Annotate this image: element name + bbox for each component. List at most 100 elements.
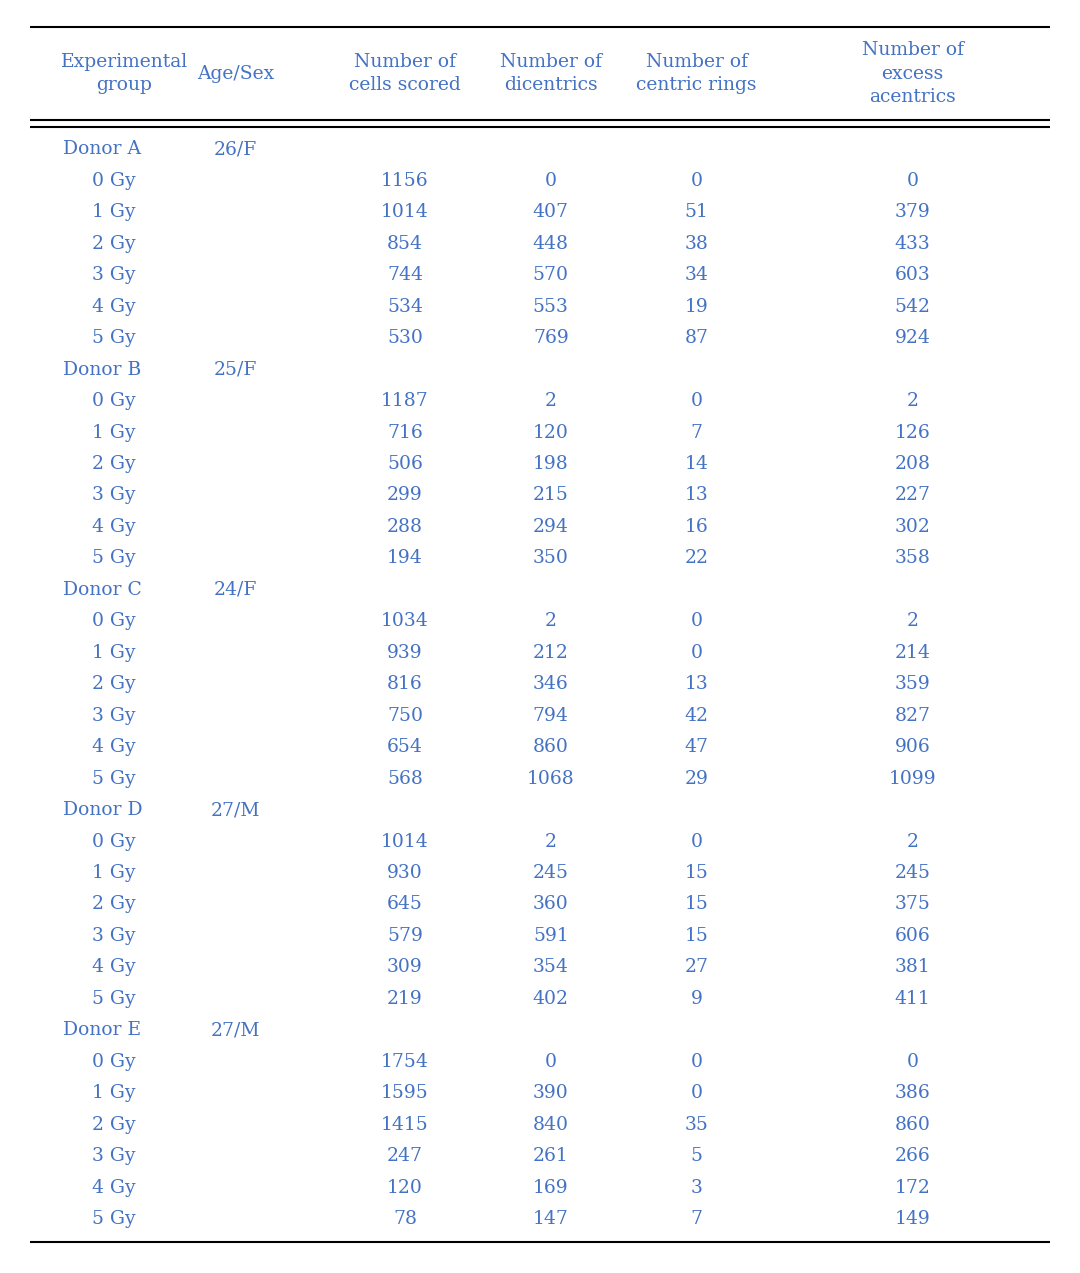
Text: Donor A: Donor A (63, 140, 140, 158)
Text: 247: 247 (387, 1147, 423, 1165)
Text: 1595: 1595 (381, 1085, 429, 1102)
Text: 227: 227 (894, 486, 931, 504)
Text: 3 Gy: 3 Gy (92, 1147, 135, 1165)
Text: 2 Gy: 2 Gy (92, 1115, 135, 1134)
Text: 827: 827 (894, 707, 931, 724)
Text: Number of
excess
acentrics: Number of excess acentrics (862, 41, 963, 106)
Text: 579: 579 (387, 927, 423, 945)
Text: 350: 350 (532, 550, 569, 568)
Text: 530: 530 (387, 330, 423, 348)
Text: 3 Gy: 3 Gy (92, 486, 135, 504)
Text: 1099: 1099 (889, 770, 936, 788)
Text: 5 Gy: 5 Gy (92, 770, 135, 788)
Text: 0: 0 (690, 1053, 703, 1071)
Text: 212: 212 (532, 644, 569, 662)
Text: 1 Gy: 1 Gy (92, 864, 135, 882)
Text: 1415: 1415 (381, 1115, 429, 1134)
Text: 78: 78 (393, 1211, 417, 1228)
Text: 26/F: 26/F (214, 140, 257, 158)
Text: 603: 603 (894, 266, 931, 284)
Text: 2: 2 (544, 392, 557, 410)
Text: 198: 198 (532, 454, 569, 474)
Text: 407: 407 (532, 204, 569, 222)
Text: 5 Gy: 5 Gy (92, 1211, 135, 1228)
Text: 390: 390 (532, 1085, 569, 1102)
Text: 379: 379 (894, 204, 931, 222)
Text: 0 Gy: 0 Gy (92, 1053, 135, 1071)
Text: 169: 169 (534, 1179, 568, 1197)
Text: 433: 433 (894, 234, 931, 253)
Text: 1034: 1034 (381, 612, 429, 630)
Text: Donor C: Donor C (63, 580, 141, 598)
Text: 194: 194 (387, 550, 423, 568)
Text: 147: 147 (532, 1211, 569, 1228)
Text: 375: 375 (894, 895, 931, 914)
Text: 16: 16 (685, 518, 708, 536)
Text: 816: 816 (387, 675, 423, 694)
Text: Age/Sex: Age/Sex (197, 65, 274, 83)
Text: 27/M: 27/M (211, 1021, 260, 1039)
Text: 860: 860 (532, 738, 569, 756)
Text: 245: 245 (894, 864, 931, 882)
Text: 3: 3 (691, 1179, 702, 1197)
Text: 5 Gy: 5 Gy (92, 330, 135, 348)
Text: 360: 360 (532, 895, 569, 914)
Text: 5 Gy: 5 Gy (92, 550, 135, 568)
Text: 294: 294 (532, 518, 569, 536)
Text: 568: 568 (387, 770, 423, 788)
Text: 0: 0 (690, 392, 703, 410)
Text: 13: 13 (685, 675, 708, 694)
Text: 906: 906 (894, 738, 931, 756)
Text: Number of
centric rings: Number of centric rings (636, 52, 757, 94)
Text: 591: 591 (532, 927, 569, 945)
Text: 13: 13 (685, 486, 708, 504)
Text: 358: 358 (894, 550, 931, 568)
Text: 51: 51 (685, 204, 708, 222)
Text: 0: 0 (690, 1085, 703, 1102)
Text: Number of
cells scored: Number of cells scored (349, 52, 461, 94)
Text: 3 Gy: 3 Gy (92, 927, 135, 945)
Text: 25/F: 25/F (214, 360, 257, 378)
Text: 309: 309 (387, 959, 423, 976)
Text: 27: 27 (685, 959, 708, 976)
Text: 4 Gy: 4 Gy (92, 1179, 135, 1197)
Text: 42: 42 (685, 707, 708, 724)
Text: 15: 15 (685, 895, 708, 914)
Text: 2: 2 (544, 833, 557, 850)
Text: 15: 15 (685, 864, 708, 882)
Text: 7: 7 (690, 1211, 703, 1228)
Text: 0 Gy: 0 Gy (92, 612, 135, 630)
Text: 149: 149 (894, 1211, 931, 1228)
Text: 1187: 1187 (381, 392, 429, 410)
Text: 2: 2 (906, 612, 919, 630)
Text: 27/M: 27/M (211, 801, 260, 819)
Text: 1 Gy: 1 Gy (92, 424, 135, 442)
Text: 840: 840 (532, 1115, 569, 1134)
Text: 354: 354 (532, 959, 569, 976)
Text: 769: 769 (532, 330, 569, 348)
Text: 299: 299 (387, 486, 423, 504)
Text: 570: 570 (532, 266, 569, 284)
Text: 0: 0 (544, 1053, 557, 1071)
Text: 2: 2 (906, 833, 919, 850)
Text: 214: 214 (894, 644, 931, 662)
Text: 744: 744 (387, 266, 423, 284)
Text: 302: 302 (894, 518, 931, 536)
Text: 542: 542 (894, 298, 931, 316)
Text: 7: 7 (690, 424, 703, 442)
Text: 14: 14 (685, 454, 708, 474)
Text: 0: 0 (690, 833, 703, 850)
Text: 4 Gy: 4 Gy (92, 959, 135, 976)
Text: 553: 553 (532, 298, 569, 316)
Text: 2: 2 (906, 392, 919, 410)
Text: 924: 924 (894, 330, 931, 348)
Text: 794: 794 (532, 707, 569, 724)
Text: 120: 120 (387, 1179, 423, 1197)
Text: 261: 261 (532, 1147, 569, 1165)
Text: 288: 288 (387, 518, 423, 536)
Text: 219: 219 (387, 990, 423, 1008)
Text: 172: 172 (894, 1179, 931, 1197)
Text: 19: 19 (685, 298, 708, 316)
Text: 645: 645 (387, 895, 423, 914)
Text: 860: 860 (894, 1115, 931, 1134)
